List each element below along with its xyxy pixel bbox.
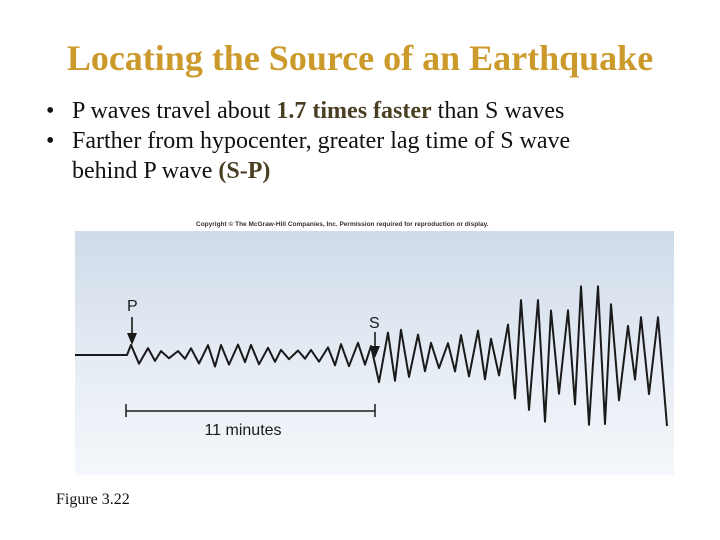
bullet-dot: • xyxy=(46,128,55,154)
p-wave-label: P xyxy=(127,298,138,315)
bullet-text: P waves travel about xyxy=(72,98,277,124)
bullet-text: behind P wave xyxy=(72,158,219,184)
bullet-item-1: • P waves travel about 1.7 times faster … xyxy=(46,96,706,126)
seismogram-trace xyxy=(75,285,668,427)
s-wave-label: S xyxy=(369,315,380,332)
bullet-list: • P waves travel about 1.7 times faster … xyxy=(46,96,706,186)
p-arrow-head xyxy=(127,333,137,345)
figure-caption: Figure 3.22 xyxy=(56,491,130,508)
bullet-text: Farther from hypocenter, greater lag tim… xyxy=(72,128,571,154)
bullet-emphasis: 1.7 times faster xyxy=(276,98,432,124)
copyright-notice: Copyright © The McGraw-Hill Companies, I… xyxy=(196,221,489,228)
bullet-item-2: • Farther from hypocenter, greater lag t… xyxy=(46,126,706,186)
bullet-emphasis: (S-P) xyxy=(218,158,271,184)
interval-label: 11 minutes xyxy=(204,422,281,439)
slide-title: Locating the Source of an Earthquake xyxy=(66,38,654,78)
bullet-dot: • xyxy=(46,98,55,124)
bullet-text: than S waves xyxy=(431,98,565,124)
seismogram-graphic: P S 11 minutes xyxy=(75,285,668,439)
